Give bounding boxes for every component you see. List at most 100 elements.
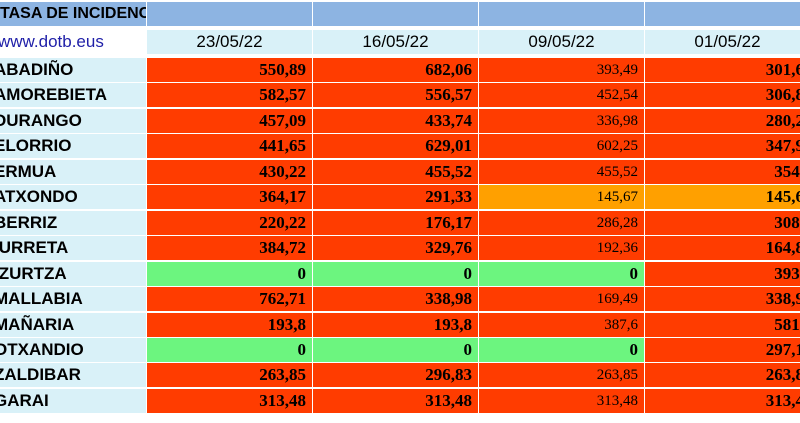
incidence-cell[interactable]: 452,54 (479, 83, 645, 108)
incidence-cell[interactable]: 306,8 (645, 83, 800, 108)
website-link[interactable]: www.dotb.eus (0, 30, 147, 55)
municipality-name[interactable]: AMOREBIETA (0, 83, 147, 108)
incidence-cell[interactable]: 313,48 (147, 389, 313, 414)
incidence-cell[interactable]: 176,17 (313, 211, 479, 236)
incidence-cell[interactable]: 582,57 (147, 83, 313, 108)
incidence-cell[interactable]: 430,22 (147, 160, 313, 185)
municipality-name[interactable]: ATXONDO (0, 185, 147, 210)
header-empty-cell[interactable] (147, 2, 313, 27)
incidence-cell[interactable]: 550,89 (147, 58, 313, 83)
incidence-cell[interactable]: 457,09 (147, 109, 313, 134)
municipality-label: GARAI (0, 391, 49, 410)
municipality-label: OTXANDIO (0, 340, 84, 359)
incidence-cell[interactable]: 364,17 (147, 185, 313, 210)
municipality-name[interactable]: OTXANDIO (0, 338, 147, 363)
incidence-cell[interactable]: 263,85 (479, 363, 645, 388)
incidence-cell[interactable]: 313,4 (645, 389, 800, 414)
incidence-cell[interactable]: 455,52 (313, 160, 479, 185)
municipality-label: AMOREBIETA (0, 85, 108, 104)
incidence-cell[interactable]: 280,2 (645, 109, 800, 134)
incidence-cell[interactable]: 193,8 (313, 313, 479, 338)
header-empty-cell[interactable] (313, 2, 479, 27)
municipality-label: BERRIZ (0, 213, 58, 232)
municipality-label: ZALDIBAR (0, 365, 81, 384)
incidence-cell[interactable]: 336,98 (479, 109, 645, 134)
incidence-cell[interactable]: 313,48 (479, 389, 645, 414)
incidence-cell[interactable]: 263,85 (147, 363, 313, 388)
municipality-name[interactable]: DURANGO (0, 109, 147, 134)
municipality-name[interactable]: IZURTZA (0, 262, 147, 287)
incidence-cell[interactable]: 354, (645, 160, 800, 185)
incidence-cell[interactable]: 164,8 (645, 236, 800, 261)
incidence-cell[interactable]: 347,9 (645, 134, 800, 159)
incidence-cell[interactable]: 296,83 (313, 363, 479, 388)
incidence-cell[interactable]: 762,71 (147, 287, 313, 312)
municipality-name[interactable]: ERMUA (0, 160, 147, 185)
header-empty-cell[interactable] (479, 2, 645, 27)
incidence-cell[interactable]: 291,33 (313, 185, 479, 210)
municipality-name[interactable]: ABADIÑO (0, 58, 147, 83)
incidence-cell[interactable]: 301,6 (645, 58, 800, 83)
date-header-row: www.dotb.eus 23/05/22 16/05/22 09/05/22 … (0, 30, 800, 55)
incidence-cell[interactable]: 313,48 (313, 389, 479, 414)
incidence-cell[interactable]: 0 (313, 262, 479, 287)
incidence-cell[interactable]: 441,65 (147, 134, 313, 159)
incidence-cell[interactable]: 0 (479, 338, 645, 363)
municipality-name[interactable]: BERRIZ (0, 211, 147, 236)
incidence-cell[interactable]: 145,6 (645, 185, 800, 210)
incidence-cell[interactable]: 297,1 (645, 338, 800, 363)
incidence-cell[interactable]: 393,49 (479, 58, 645, 83)
municipality-name[interactable]: ELORRIO (0, 134, 147, 159)
incidence-cell[interactable]: 0 (147, 262, 313, 287)
incidence-cell[interactable]: 338,9 (645, 287, 800, 312)
incidence-cell[interactable]: 387,6 (479, 313, 645, 338)
municipality-label: MALLABIA (0, 289, 83, 308)
incidence-cell[interactable]: 0 (147, 338, 313, 363)
incidence-cell[interactable]: 329,76 (313, 236, 479, 261)
municipality-label: ERMUA (0, 162, 57, 181)
municipality-name[interactable]: GARAI (0, 389, 147, 414)
date-header-2[interactable]: 16/05/22 (313, 30, 479, 55)
incidence-cell[interactable]: 393, (645, 262, 800, 287)
date-header-1[interactable]: 23/05/22 (147, 30, 313, 55)
municipality-label: ATXONDO (0, 187, 78, 206)
incidence-cell[interactable]: 455,52 (479, 160, 645, 185)
incidence-cell[interactable]: 192,36 (479, 236, 645, 261)
incidence-cell[interactable]: 263,8 (645, 363, 800, 388)
sheet-title[interactable]: TASA DE INCIDENCIA (0, 2, 147, 27)
incidence-cell[interactable]: 193,8 (147, 313, 313, 338)
incidence-cell[interactable]: 338,98 (313, 287, 479, 312)
municipality-name[interactable]: IURRETA (0, 236, 147, 261)
incidence-cell[interactable]: 384,72 (147, 236, 313, 261)
incidence-cell[interactable]: 286,28 (479, 211, 645, 236)
incidence-cell[interactable]: 433,74 (313, 109, 479, 134)
incidence-cell[interactable]: 0 (313, 338, 479, 363)
incidence-cell[interactable]: 308, (645, 211, 800, 236)
date-header-3[interactable]: 09/05/22 (479, 30, 645, 55)
incidence-cell[interactable]: 629,01 (313, 134, 479, 159)
municipality-name[interactable]: ZALDIBAR (0, 363, 147, 388)
incidence-cell[interactable]: 682,06 (313, 58, 479, 83)
header-empty-cell[interactable] (645, 2, 800, 27)
incidence-cell[interactable]: 0 (479, 262, 645, 287)
incidence-cell[interactable]: 581, (645, 313, 800, 338)
incidence-cell[interactable]: 220,22 (147, 211, 313, 236)
date-header-4[interactable]: 01/05/22 (645, 30, 800, 55)
municipality-name[interactable]: MAÑARIA (0, 313, 147, 338)
municipality-name[interactable]: MALLABIA (0, 287, 147, 312)
incidence-cell[interactable]: 169,49 (479, 287, 645, 312)
incidence-cell[interactable]: 556,57 (313, 83, 479, 108)
municipality-label: MAÑARIA (0, 315, 75, 334)
incidence-cell[interactable]: 145,67 (479, 185, 645, 210)
incidence-cell[interactable]: 602,25 (479, 134, 645, 159)
